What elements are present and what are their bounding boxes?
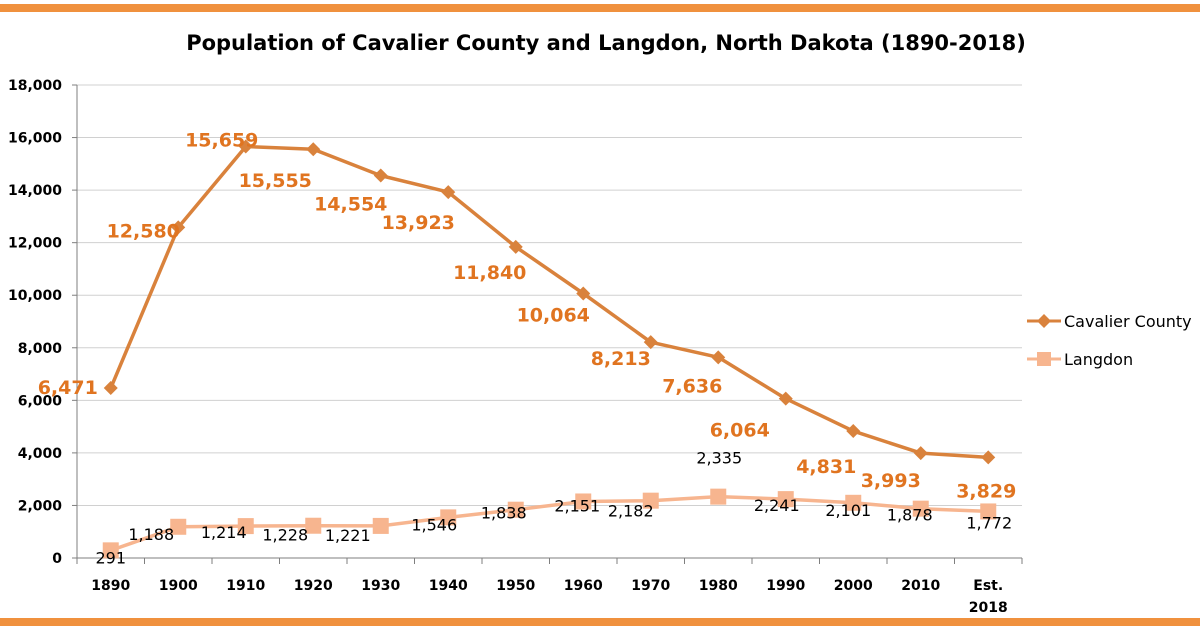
- data-label-cavalier-county: 3,993: [861, 470, 921, 492]
- data-point-square: [102, 542, 119, 559]
- data-point-square: [575, 493, 592, 510]
- data-label-langdon: 2,335: [696, 449, 742, 468]
- x-tick-label: 1980: [699, 578, 738, 594]
- data-label-langdon: 1,838: [481, 504, 527, 523]
- chart-title: Population of Cavalier County and Langdo…: [186, 31, 1026, 55]
- data-label-cavalier-county: 13,923: [382, 212, 455, 234]
- y-tick-label: 8,000: [18, 341, 63, 357]
- data-label-langdon: 1,188: [128, 525, 174, 544]
- data-point-diamond: [778, 391, 793, 406]
- data-label-langdon: 2,182: [608, 502, 654, 521]
- data-point-diamond: [981, 450, 996, 465]
- data-label-langdon: 2,151: [554, 496, 600, 515]
- legend-marker-cavalier-county: [1037, 314, 1051, 328]
- x-tick-label: 1930: [361, 578, 400, 594]
- y-tick-label: 10,000: [8, 288, 62, 304]
- data-point-square: [710, 488, 727, 505]
- data-point-square: [912, 500, 929, 517]
- data-label-cavalier-county: 14,554: [314, 194, 387, 216]
- data-point-square: [372, 517, 389, 534]
- data-label-langdon: 2,101: [825, 501, 871, 520]
- data-point-square: [777, 491, 794, 508]
- data-point-square: [440, 509, 457, 526]
- data-label-langdon: 1,878: [887, 506, 933, 525]
- data-label-langdon: 1,214: [201, 523, 247, 542]
- x-tick-label: 1940: [429, 578, 468, 594]
- data-point-diamond: [103, 380, 118, 395]
- data-label-cavalier-county: 3,829: [956, 480, 1016, 502]
- data-point-diamond: [508, 239, 523, 254]
- y-tick-label: 12,000: [8, 236, 62, 252]
- data-point-square: [305, 517, 322, 534]
- data-label-langdon: 291: [95, 548, 126, 567]
- x-tick-label: 1920: [294, 578, 333, 594]
- y-tick-label: 14,000: [8, 183, 62, 199]
- y-tick-label: 4,000: [18, 446, 63, 462]
- data-point-diamond: [576, 286, 591, 301]
- data-point-square: [507, 501, 524, 518]
- legend: Cavalier County Langdon: [1027, 312, 1192, 369]
- x-tick-label: 1950: [496, 578, 535, 594]
- data-label-cavalier-county: 12,580: [107, 220, 180, 242]
- x-tick-label: 1990: [766, 578, 805, 594]
- data-label-cavalier-county: 7,636: [662, 375, 722, 397]
- data-point-diamond: [306, 142, 321, 157]
- series-line-1: [110, 494, 989, 553]
- x-tick-label: 1890: [91, 578, 130, 594]
- x-tick-label: 2000: [834, 578, 873, 594]
- data-point-square: [642, 492, 659, 509]
- legend-label-cavalier-county: Cavalier County: [1064, 312, 1192, 331]
- data-label-cavalier-county: 10,064: [517, 305, 590, 327]
- data-label-langdon: 1,772: [966, 513, 1012, 532]
- data-label-cavalier-county: 4,831: [796, 456, 856, 478]
- data-point-diamond: [373, 168, 388, 183]
- bottom-accent-band: [0, 618, 1200, 626]
- legend-marker-langdon: [1037, 352, 1051, 366]
- data-point-diamond: [711, 350, 726, 365]
- y-tick-label: 18,000: [8, 78, 62, 94]
- data-label-langdon: 1,228: [262, 526, 308, 545]
- y-tick-label: 16,000: [8, 131, 62, 147]
- y-tick-label: 2,000: [18, 498, 63, 514]
- data-point-diamond: [171, 220, 186, 235]
- x-tick-label: 1960: [564, 578, 603, 594]
- data-point-square: [237, 518, 254, 535]
- data-point-diamond: [238, 139, 253, 154]
- legend-label-langdon: Langdon: [1064, 350, 1133, 369]
- x-tick-label: Est. 2018: [969, 578, 1008, 616]
- y-tick-label: 6,000: [18, 393, 63, 409]
- x-tick-label: 2010: [901, 578, 940, 594]
- data-point-diamond: [846, 424, 861, 439]
- data-label-langdon: 1,546: [411, 515, 457, 534]
- series-layer: [102, 139, 997, 559]
- data-label-langdon: 1,221: [325, 526, 371, 545]
- data-point-square: [845, 494, 862, 511]
- x-tick-label: 1910: [226, 578, 265, 594]
- x-tick-label: 1970: [631, 578, 670, 594]
- data-label-cavalier-county: 11,840: [453, 262, 526, 284]
- data-point-square: [170, 518, 187, 535]
- x-tick-label: 1900: [159, 578, 198, 594]
- data-label-cavalier-county: 6,471: [38, 377, 98, 399]
- top-accent-band: [0, 4, 1200, 12]
- series-line-0: [109, 144, 989, 460]
- data-label-cavalier-county: 6,064: [710, 420, 770, 442]
- y-tick-label: 0: [52, 551, 62, 567]
- data-point-diamond: [441, 185, 456, 200]
- data-point-square: [980, 503, 997, 520]
- data-label-langdon: 2,241: [754, 496, 800, 515]
- data-label-cavalier-county: 15,659: [185, 130, 258, 152]
- data-point-diamond: [643, 335, 658, 350]
- data-label-cavalier-county: 8,213: [591, 348, 651, 370]
- data-label-cavalier-county: 15,555: [239, 170, 312, 192]
- axes: 0 2,000 4,000 6,000 8,000 10,000 12,000 14,000 1…: [8, 78, 1023, 616]
- data-point-diamond: [913, 446, 928, 461]
